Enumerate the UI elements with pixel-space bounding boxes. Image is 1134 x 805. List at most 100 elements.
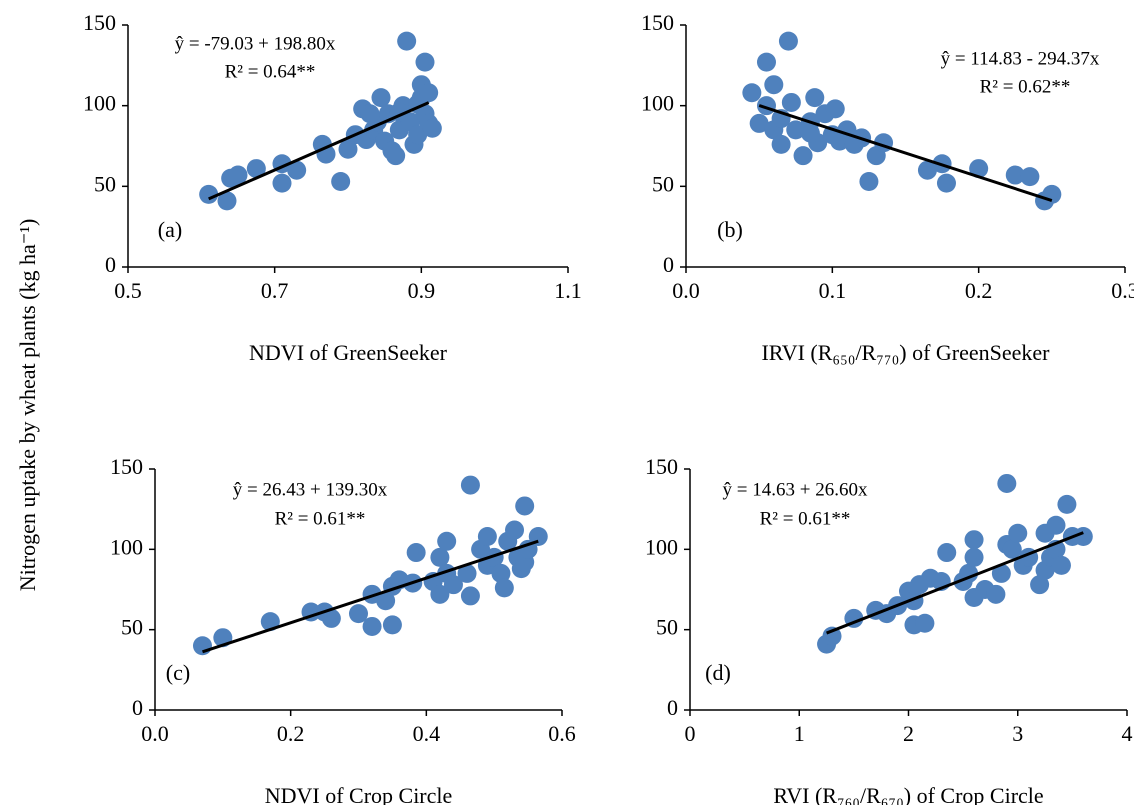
point [430, 584, 450, 604]
point [778, 31, 798, 51]
x-tick-label: 0.2 [277, 721, 305, 746]
point [991, 563, 1011, 583]
point [859, 171, 879, 191]
point [406, 543, 426, 563]
x-tick-label: 0.7 [261, 278, 289, 303]
point [422, 118, 442, 138]
point [936, 173, 956, 193]
point [515, 496, 535, 516]
x-axis-label: IRVI (R₆₅₀/R₇₇₀) of GreenSeeker [761, 340, 1050, 365]
point [937, 543, 957, 563]
x-tick-label: 0.2 [965, 278, 993, 303]
point [825, 99, 845, 119]
equation: ŷ = -79.03 + 198.80x [175, 33, 336, 54]
point [793, 146, 813, 166]
point [1008, 523, 1028, 543]
point [964, 547, 984, 567]
point [1020, 167, 1040, 187]
trend-line [202, 539, 539, 654]
y-tick-label: 50 [656, 615, 678, 640]
x-axis-label: NDVI of GreenSeeker [249, 340, 448, 365]
y-tick-label: 100 [83, 91, 116, 116]
point [192, 636, 212, 656]
point [371, 88, 391, 108]
point [360, 104, 380, 124]
point [443, 575, 463, 595]
x-tick-label: 0.0 [141, 721, 169, 746]
x-tick-label: 0.5 [114, 278, 142, 303]
point [764, 75, 784, 95]
y-tick-label: 0 [132, 695, 143, 720]
point [969, 159, 989, 179]
r-squared: R² = 0.64** [225, 61, 316, 82]
y-tick-label: 50 [121, 615, 143, 640]
trend-line [208, 101, 430, 201]
point [771, 134, 791, 154]
point [800, 123, 820, 143]
r-squared: R² = 0.61** [275, 508, 366, 529]
point [1046, 515, 1066, 535]
point [419, 83, 439, 103]
equation: ŷ = 14.63 + 26.60x [723, 479, 868, 500]
point [386, 146, 406, 166]
y-tick-label: 50 [652, 171, 674, 196]
point [491, 563, 511, 583]
point [1005, 165, 1025, 185]
point [338, 139, 358, 159]
point [321, 608, 341, 628]
r-squared: R² = 0.62** [980, 76, 1071, 97]
point [915, 613, 935, 633]
y-tick-label: 100 [641, 91, 674, 116]
x-tick-label: 2 [903, 721, 914, 746]
x-tick-label: 0.6 [548, 721, 576, 746]
x-tick-label: 3 [1012, 721, 1023, 746]
y-tick-label: 0 [667, 695, 678, 720]
point [287, 160, 307, 180]
point [457, 563, 477, 583]
y-tick-label: 100 [110, 534, 143, 559]
point [805, 88, 825, 108]
point [749, 113, 769, 133]
point [1051, 555, 1071, 575]
point [756, 52, 776, 72]
panel-label: (b) [717, 217, 743, 242]
r-squared: R² = 0.61** [760, 508, 851, 529]
point [786, 120, 806, 140]
x-tick-label: 1.1 [554, 278, 582, 303]
point [199, 184, 219, 204]
point [917, 160, 937, 180]
x-tick-label: 0.4 [413, 721, 441, 746]
x-tick-label: 4 [1122, 721, 1133, 746]
point [477, 526, 497, 546]
x-tick-label: 0.9 [408, 278, 436, 303]
point [997, 473, 1017, 493]
equation: ŷ = 26.43 + 139.30x [233, 479, 388, 500]
y-tick-label: 100 [645, 534, 678, 559]
point [272, 173, 292, 193]
point [1030, 575, 1050, 595]
x-tick-label: 0.0 [672, 278, 700, 303]
y-tick-label: 150 [83, 10, 116, 35]
y-tick-label: 150 [641, 10, 674, 35]
panel-label: (c) [166, 660, 190, 685]
point [415, 52, 435, 72]
point [460, 586, 480, 606]
point [1042, 184, 1062, 204]
y-tick-label: 150 [110, 454, 143, 479]
point [246, 159, 266, 179]
point [986, 584, 1006, 604]
point [362, 616, 382, 636]
point [349, 604, 368, 624]
point [382, 615, 402, 635]
equation: ŷ = 114.83 - 294.37x [941, 48, 1100, 69]
point [964, 530, 984, 550]
x-axis-label: RVI (R₇₆₀/R₆₇₀) of Crop Circle [773, 783, 1043, 805]
x-axis-label: NDVI of Crop Circle [265, 783, 453, 805]
point [460, 475, 480, 495]
point [1002, 539, 1022, 559]
trend-line [826, 531, 1084, 635]
point [228, 165, 248, 185]
x-tick-label: 0 [685, 721, 696, 746]
